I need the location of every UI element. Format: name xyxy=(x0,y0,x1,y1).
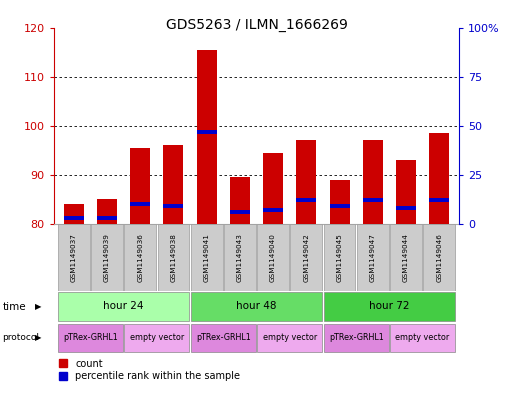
Bar xyxy=(64,204,84,224)
FancyBboxPatch shape xyxy=(191,292,322,321)
FancyBboxPatch shape xyxy=(390,224,422,291)
FancyBboxPatch shape xyxy=(257,224,289,291)
FancyBboxPatch shape xyxy=(191,324,256,352)
FancyBboxPatch shape xyxy=(257,324,322,352)
FancyBboxPatch shape xyxy=(290,224,322,291)
Bar xyxy=(363,140,383,224)
FancyBboxPatch shape xyxy=(58,292,189,321)
Bar xyxy=(329,204,349,208)
Text: GSM1149039: GSM1149039 xyxy=(104,233,110,282)
Text: GSM1149037: GSM1149037 xyxy=(71,233,77,282)
Text: GSM1149043: GSM1149043 xyxy=(237,233,243,282)
FancyBboxPatch shape xyxy=(157,224,189,291)
Text: empty vector: empty vector xyxy=(263,333,317,342)
FancyBboxPatch shape xyxy=(324,292,455,321)
FancyBboxPatch shape xyxy=(423,224,455,291)
Text: hour 72: hour 72 xyxy=(369,301,409,311)
Bar xyxy=(396,160,416,224)
Text: ▶: ▶ xyxy=(35,334,42,342)
Text: empty vector: empty vector xyxy=(396,333,450,342)
Text: hour 48: hour 48 xyxy=(236,301,277,311)
FancyBboxPatch shape xyxy=(191,224,223,291)
FancyBboxPatch shape xyxy=(390,324,455,352)
Text: time: time xyxy=(3,301,26,312)
Text: ▶: ▶ xyxy=(35,302,42,311)
Bar xyxy=(97,199,117,224)
Legend: count, percentile rank within the sample: count, percentile rank within the sample xyxy=(58,358,240,382)
Bar xyxy=(230,177,250,224)
Text: GDS5263 / ILMN_1666269: GDS5263 / ILMN_1666269 xyxy=(166,18,347,32)
FancyBboxPatch shape xyxy=(224,224,256,291)
Bar xyxy=(363,198,383,202)
Text: pTRex-GRHL1: pTRex-GRHL1 xyxy=(329,333,384,342)
Text: GSM1149036: GSM1149036 xyxy=(137,233,143,282)
Text: pTRex-GRHL1: pTRex-GRHL1 xyxy=(196,333,251,342)
FancyBboxPatch shape xyxy=(58,324,123,352)
Text: hour 24: hour 24 xyxy=(104,301,144,311)
Bar xyxy=(130,202,150,206)
Bar xyxy=(164,204,184,208)
Bar xyxy=(97,216,117,220)
FancyBboxPatch shape xyxy=(324,224,356,291)
Text: GSM1149044: GSM1149044 xyxy=(403,233,409,282)
Bar xyxy=(429,198,449,202)
Bar xyxy=(196,130,216,134)
Bar xyxy=(329,180,349,224)
Text: empty vector: empty vector xyxy=(130,333,184,342)
Text: GSM1149046: GSM1149046 xyxy=(436,233,442,282)
Text: pTRex-GRHL1: pTRex-GRHL1 xyxy=(63,333,118,342)
Bar xyxy=(396,206,416,210)
Bar xyxy=(297,198,317,202)
Text: GSM1149042: GSM1149042 xyxy=(303,233,309,282)
FancyBboxPatch shape xyxy=(124,224,156,291)
Bar xyxy=(196,50,216,224)
Text: GSM1149045: GSM1149045 xyxy=(337,233,343,282)
FancyBboxPatch shape xyxy=(124,324,189,352)
FancyBboxPatch shape xyxy=(324,324,389,352)
Bar xyxy=(297,140,317,224)
Text: GSM1149041: GSM1149041 xyxy=(204,233,210,282)
Bar xyxy=(230,210,250,214)
Bar xyxy=(130,148,150,224)
Text: GSM1149040: GSM1149040 xyxy=(270,233,276,282)
Bar xyxy=(429,133,449,224)
FancyBboxPatch shape xyxy=(58,224,90,291)
Bar xyxy=(64,216,84,220)
Text: protocol: protocol xyxy=(3,334,40,342)
FancyBboxPatch shape xyxy=(91,224,123,291)
FancyBboxPatch shape xyxy=(357,224,389,291)
Bar xyxy=(164,145,184,224)
Bar xyxy=(263,153,283,224)
Text: GSM1149047: GSM1149047 xyxy=(370,233,376,282)
Bar xyxy=(263,208,283,212)
Text: GSM1149038: GSM1149038 xyxy=(170,233,176,282)
